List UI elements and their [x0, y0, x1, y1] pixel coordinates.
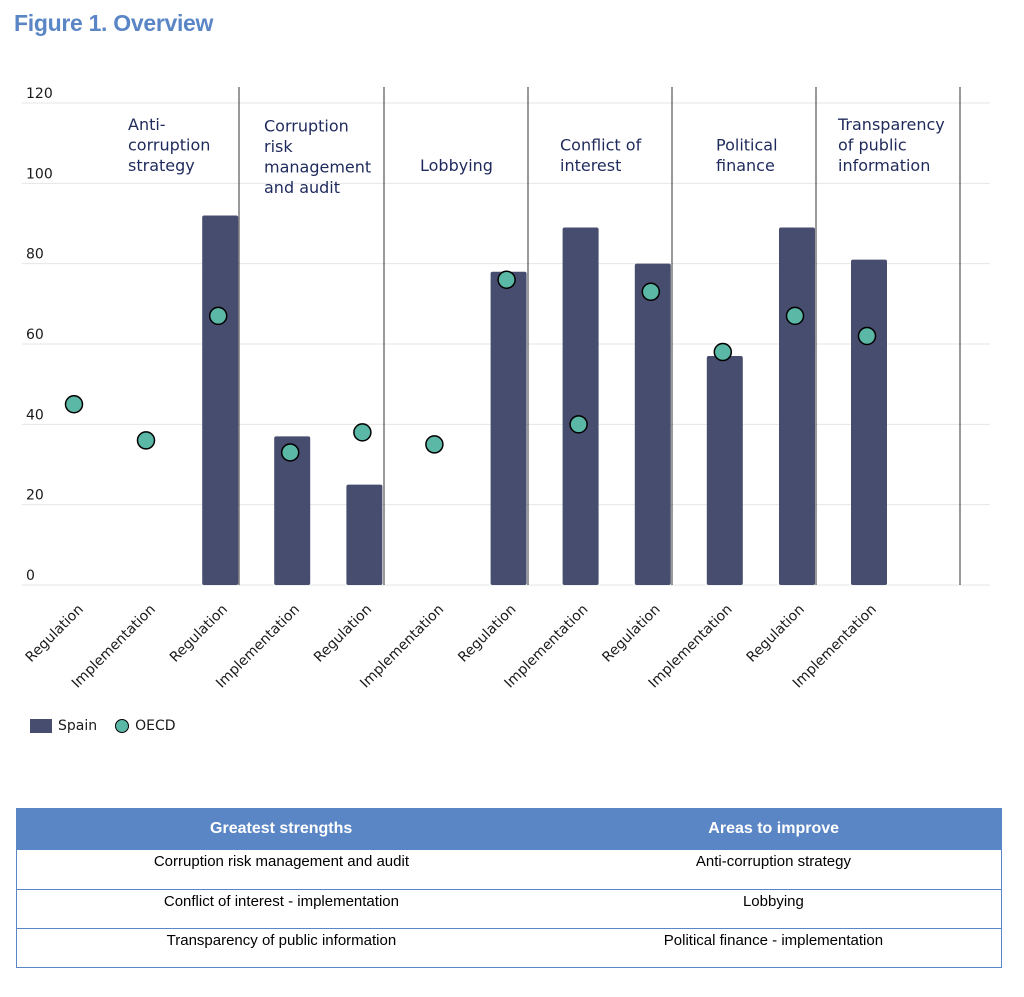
- group-label: Transparency of public information: [837, 115, 945, 175]
- oecd-dot: [641, 282, 661, 302]
- oecd-dot: [64, 395, 84, 414]
- group-label-line: corruption: [128, 136, 210, 155]
- group-label-line: Corruption: [264, 117, 349, 136]
- group-label-line: of public: [838, 136, 907, 155]
- group-label: Conflict of interest: [560, 136, 642, 176]
- group-label: Political finance: [716, 136, 778, 176]
- strength-cell: Conflict of interest - implementation: [15, 889, 546, 929]
- group-label-line: interest: [560, 156, 621, 175]
- y-tick-label: 20: [26, 488, 44, 504]
- oecd-dot: [785, 306, 805, 326]
- table-row: Conflict of interest - implementation Lo…: [15, 889, 1002, 929]
- oecd-dot: [425, 435, 444, 454]
- spain-bar: [562, 227, 599, 585]
- strengths-table: Greatest strengths Areas to improve Corr…: [15, 808, 1002, 968]
- group-label: Corruption risk management and audit: [264, 117, 371, 198]
- group-label-line: Political: [716, 136, 778, 155]
- oecd-dot: [857, 326, 877, 346]
- legend-oecd-swatch: [115, 719, 130, 733]
- spain-bar: [490, 271, 527, 585]
- x-tick-label: Regulation: [167, 602, 231, 666]
- header-areas-to-improve: Areas to improve: [545, 808, 1002, 850]
- spain-bar: [634, 263, 671, 585]
- group-label-line: risk: [264, 137, 293, 156]
- strength-cell: Corruption risk management and audit: [15, 850, 546, 890]
- group-label-line: and audit: [264, 178, 340, 197]
- x-tick-label: Regulation: [311, 602, 375, 666]
- group-label-line: Conflict of: [560, 136, 642, 155]
- spain-bar: [851, 259, 887, 585]
- overview-chart: 0 20 40 60 80 100 120 Anti-corruption strategy Co…: [22, 86, 990, 691]
- spain-bar: [274, 436, 311, 585]
- oecd-dot: [208, 306, 228, 326]
- group-label: Lobbying: [420, 156, 493, 175]
- header-greatest-strengths: Greatest strengths: [15, 808, 547, 850]
- oecd-dot: [497, 270, 516, 289]
- table-header-row: Greatest strengths Areas to improve: [15, 808, 1002, 850]
- group-label: Anti-corruption strategy: [128, 115, 210, 175]
- oecd-dot: [713, 342, 733, 362]
- x-tick-label: Regulation: [599, 602, 663, 666]
- oecd-dot: [353, 423, 372, 442]
- x-tick-label: Regulation: [744, 602, 808, 666]
- oecd-dot: [136, 431, 156, 450]
- improve-cell: Political finance - implementation: [545, 928, 1002, 968]
- y-tick-label: 80: [26, 247, 44, 263]
- group-label-line: finance: [716, 156, 775, 175]
- group-label-line: strategy: [128, 156, 195, 175]
- improve-cell: Lobbying: [545, 889, 1002, 929]
- strength-cell: Transparency of public information: [15, 928, 546, 968]
- oecd-dot: [280, 443, 300, 462]
- y-tick-label: 60: [26, 327, 44, 343]
- table-row: Transparency of public information Polit…: [15, 928, 1002, 968]
- table-row: Corruption risk management and audit Ant…: [15, 850, 1002, 890]
- y-tick-label: 120: [26, 86, 53, 102]
- spain-bar: [202, 215, 239, 585]
- spain-bar: [706, 356, 743, 585]
- y-tick-label: 40: [26, 407, 44, 423]
- group-label-line: Anti-: [128, 115, 166, 134]
- group-label-line: Transparency: [837, 115, 945, 134]
- oecd-dot: [569, 415, 588, 434]
- legend-oecd-label: OECD: [135, 718, 176, 734]
- figure-title: Figure 1. Overview: [14, 10, 214, 36]
- group-label-line: Lobbying: [420, 156, 493, 175]
- legend-spain-label: Spain: [58, 718, 98, 734]
- chart-legend: Spain OECD: [30, 718, 176, 734]
- x-tick-label: Regulation: [23, 602, 87, 666]
- improve-cell: Anti-corruption strategy: [545, 850, 1002, 890]
- group-label-line: information: [838, 156, 930, 175]
- spain-bar: [779, 227, 815, 585]
- x-tick-label: Regulation: [455, 602, 519, 666]
- group-label-line: management: [264, 158, 371, 177]
- spain-bar: [346, 484, 383, 585]
- y-tick-label: 100: [26, 166, 53, 182]
- y-tick-label: 0: [26, 568, 35, 584]
- legend-spain-swatch: [30, 719, 52, 733]
